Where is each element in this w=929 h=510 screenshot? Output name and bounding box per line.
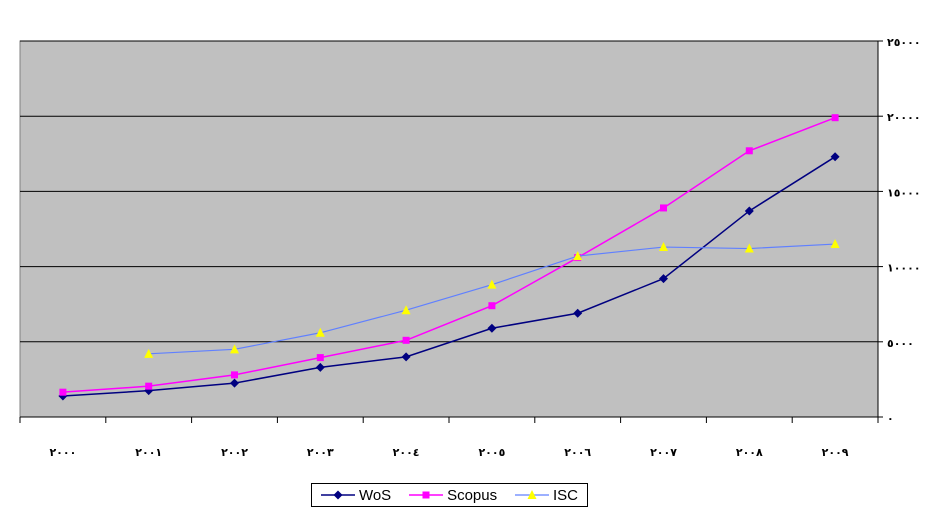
gridlines xyxy=(20,40,878,343)
x-tick-label-1: ٢٠٠١ xyxy=(135,446,162,459)
point-scopus-0 xyxy=(59,388,67,396)
legend: WoS Scopus ISC xyxy=(311,483,588,507)
y-tick-label-2: ١٠٠٠٠ xyxy=(887,262,921,275)
point-wos-7 xyxy=(659,274,668,284)
series-line-wos xyxy=(62,156,836,397)
wos-legend-marker xyxy=(320,490,355,500)
x-tick-label-2: ٢٠٠٢ xyxy=(221,446,248,459)
point-wos-5 xyxy=(487,323,497,333)
x-tick-label-6: ٢٠٠٦ xyxy=(564,446,591,459)
point-isc-1 xyxy=(144,348,154,358)
y-axis-ticks: ٠ ٥٠٠٠ ١٠٠٠٠ ١٥٠٠٠ ٢٠٠٠٠ ٢٥٠٠٠ xyxy=(878,36,921,425)
y-tick-label-4: ٢٠٠٠٠ xyxy=(887,111,921,124)
point-scopus-3 xyxy=(316,354,324,362)
legend-label-scopus: Scopus xyxy=(447,486,498,504)
point-scopus-5 xyxy=(488,302,496,310)
x-axis-ticks: ٢٠٠٠ ٢٠٠١ ٢٠٠٢ ٢٠٠٣ ٢٠٠٤ ٢٠٠٥ ٢٠٠٦ ٢٠٠٧ ٢٠٠٨ ٢٠٠٩ xyxy=(19,417,879,459)
point-scopus-1 xyxy=(145,382,153,390)
point-wos-2 xyxy=(230,378,239,388)
point-isc-2 xyxy=(230,344,239,354)
legend-label-isc: ISC xyxy=(553,486,579,504)
series-group xyxy=(58,114,840,401)
y-tick-label-5: ٢٥٠٠٠ xyxy=(887,36,921,49)
point-wos-3 xyxy=(315,362,325,372)
x-tick-label-3: ٢٠٠٣ xyxy=(307,446,334,459)
point-isc-7 xyxy=(659,242,668,252)
point-isc-5 xyxy=(487,279,497,289)
point-isc-4 xyxy=(401,305,411,315)
series-line-scopus xyxy=(62,117,836,393)
point-isc-6 xyxy=(573,251,583,261)
x-tick-label-9: ٢٠٠٩ xyxy=(822,446,849,459)
x-tick-label-5: ٢٠٠٥ xyxy=(478,446,505,459)
y-tick-label-1: ٥٠٠٠ xyxy=(887,337,914,350)
legend-label-wos: WoS xyxy=(358,486,392,504)
point-scopus-9 xyxy=(831,114,839,122)
point-scopus-4 xyxy=(402,336,410,344)
point-isc-3 xyxy=(315,327,325,337)
point-scopus-2 xyxy=(231,371,238,379)
x-tick-label-0: ٢٠٠٠ xyxy=(49,446,76,459)
y-tick-label-3: ١٥٠٠٠ xyxy=(887,186,921,199)
point-isc-8 xyxy=(744,243,754,253)
x-tick-label-8: ٢٠٠٨ xyxy=(736,446,763,459)
legend-item-wos: WoS xyxy=(320,486,392,504)
x-tick-label-7: ٢٠٠٧ xyxy=(650,446,677,459)
point-wos-6 xyxy=(573,308,583,318)
plot-area xyxy=(19,40,879,418)
point-scopus-8 xyxy=(745,147,753,155)
point-scopus-7 xyxy=(660,204,667,212)
isc-legend-marker xyxy=(515,490,549,499)
point-wos-4 xyxy=(401,352,411,362)
point-isc-9 xyxy=(830,239,840,249)
point-wos-9 xyxy=(830,152,840,162)
point-wos-8 xyxy=(744,206,754,216)
scopus-legend-marker xyxy=(409,491,444,499)
y-tick-label-0: ٠ xyxy=(887,412,894,425)
legend-item-isc: ISC xyxy=(515,487,578,504)
legend-item-scopus: Scopus xyxy=(409,487,497,504)
x-tick-label-4: ٢٠٠٤ xyxy=(393,446,420,459)
